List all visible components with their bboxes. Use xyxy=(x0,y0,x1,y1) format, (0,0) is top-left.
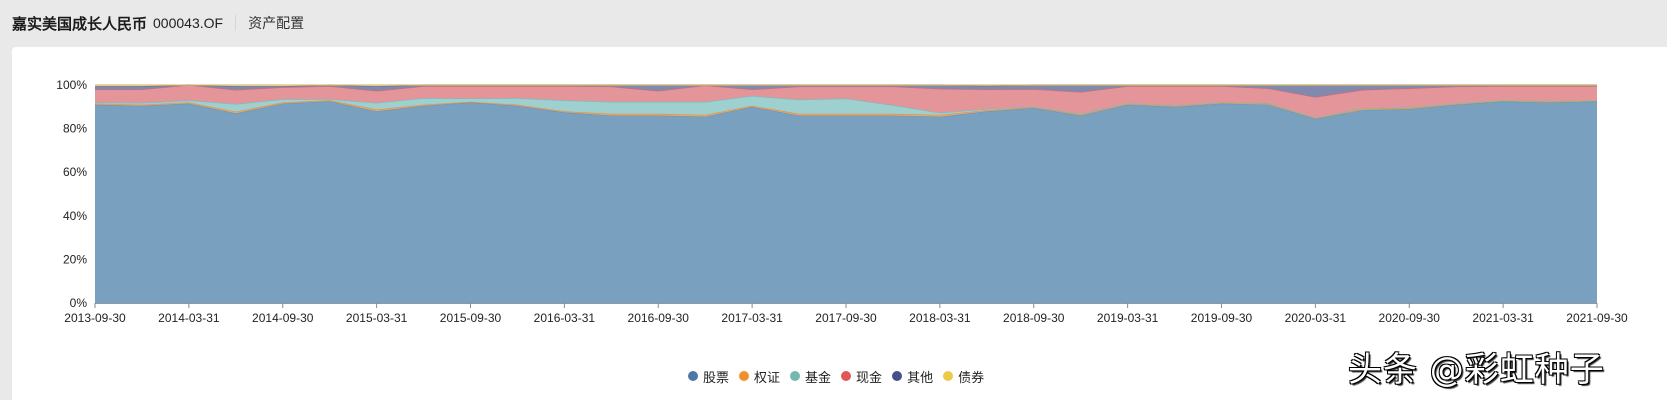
area-0[interactable] xyxy=(95,101,1597,303)
x-tick-label: 2021-03-31 xyxy=(1472,311,1534,325)
x-tick-label: 2019-09-30 xyxy=(1191,311,1253,325)
legend-label: 股票 xyxy=(703,370,730,386)
x-tick-label: 2018-03-31 xyxy=(909,311,971,325)
legend-dot-icon xyxy=(892,371,903,381)
x-tick-label: 2019-03-31 xyxy=(1097,311,1159,325)
y-tick-label: 0% xyxy=(70,296,88,310)
legend-dot-icon xyxy=(790,371,801,381)
x-tick-label: 2017-03-31 xyxy=(721,311,783,325)
watermark: 头条 @彩虹种子 xyxy=(1348,350,1605,390)
legend-label: 权证 xyxy=(754,370,781,386)
legend-label: 现金 xyxy=(856,370,883,386)
area-2[interactable] xyxy=(95,95,1597,119)
page-header: 嘉实美国成长人民币 000043.OF 资产配置 xyxy=(0,0,1667,46)
x-tick-label: 2015-09-30 xyxy=(440,311,502,325)
x-tick-label: 2014-09-30 xyxy=(252,311,314,325)
legend-item[interactable]: 股票 xyxy=(688,367,729,386)
area-3[interactable] xyxy=(95,85,1597,118)
y-tick-label: 20% xyxy=(63,252,87,266)
x-tick-label: 2013-09-30 xyxy=(64,311,126,325)
x-tick-label: 2018-09-30 xyxy=(1003,311,1065,325)
y-tick-label: 80% xyxy=(63,122,87,136)
y-tick-label: 60% xyxy=(63,165,87,179)
x-tick-label: 2015-03-31 xyxy=(346,311,408,325)
legend-label: 其他 xyxy=(907,370,934,386)
section-title: 资产配置 xyxy=(248,16,305,32)
x-tick-label: 2021-09-30 xyxy=(1566,311,1628,325)
legend-item[interactable]: 权证 xyxy=(739,367,780,386)
fund-code: 000043.OF xyxy=(153,15,224,31)
x-tick-label: 2016-03-31 xyxy=(534,311,596,325)
legend-dot-icon xyxy=(688,371,698,381)
x-tick-label: 2020-09-30 xyxy=(1379,311,1441,325)
legend-item[interactable]: 现金 xyxy=(841,367,882,386)
y-tick-label: 100% xyxy=(56,78,87,92)
x-tick-label: 2020-03-31 xyxy=(1285,311,1347,325)
header-divider xyxy=(235,15,237,31)
x-tick-label: 2017-09-30 xyxy=(815,311,877,325)
stacked-areas xyxy=(94,84,1598,303)
x-tick-label: 2016-09-30 xyxy=(628,311,690,325)
y-tick-label: 40% xyxy=(63,209,87,223)
legend-dot-icon xyxy=(943,371,954,381)
legend-item[interactable]: 债券 xyxy=(943,367,984,386)
chart-legend: 股票 权证 基金 现金 其他 债券 xyxy=(688,366,994,386)
legend-label: 债券 xyxy=(958,370,985,386)
area-1[interactable] xyxy=(95,100,1597,119)
legend-item[interactable]: 基金 xyxy=(790,367,831,386)
legend-dot-icon xyxy=(739,371,750,381)
legend-item[interactable]: 其他 xyxy=(892,367,933,386)
fund-name: 嘉实美国成长人民币 xyxy=(12,14,148,33)
y-axis: 0% 20% 40% 60% 80% 100% xyxy=(56,78,87,310)
x-tick-label: 2014-03-31 xyxy=(158,311,220,325)
legend-dot-icon xyxy=(841,371,852,381)
legend-label: 基金 xyxy=(805,370,832,386)
x-axis: 2013-09-30 2014-03-31 2014-09-30 2015-03-31… xyxy=(64,303,1628,325)
